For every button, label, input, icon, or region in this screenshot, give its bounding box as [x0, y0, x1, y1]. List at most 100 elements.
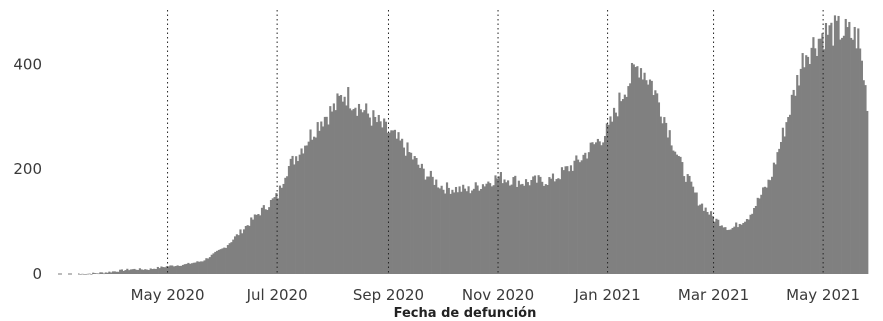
- daily-bar: [708, 214, 711, 274]
- daily-bar: [327, 124, 330, 274]
- daily-bar: [769, 180, 772, 274]
- daily-bar: [165, 266, 168, 274]
- daily-bar: [801, 53, 804, 275]
- daily-bar: [212, 253, 215, 274]
- daily-bar: [494, 175, 497, 274]
- daily-bar: [616, 116, 619, 274]
- daily-bar: [225, 247, 228, 274]
- daily-bar: [508, 185, 511, 274]
- daily-bar: [300, 148, 303, 274]
- daily-bar: [796, 75, 799, 274]
- daily-bar: [133, 268, 136, 274]
- daily-bar: [794, 95, 797, 274]
- daily-bar: [203, 260, 206, 274]
- daily-bar: [113, 271, 116, 274]
- daily-bar: [198, 261, 201, 274]
- daily-bar: [605, 123, 608, 274]
- daily-bar: [449, 193, 452, 274]
- daily-bar: [185, 263, 188, 274]
- daily-bar: [553, 181, 556, 274]
- daily-bar: [539, 176, 542, 274]
- daily-bar: [361, 112, 364, 274]
- daily-bar: [740, 224, 743, 274]
- daily-bar: [614, 112, 617, 274]
- daily-bar: [399, 140, 402, 274]
- daily-bar: [463, 188, 467, 274]
- daily-bar: [481, 184, 485, 274]
- daily-bar: [537, 175, 540, 274]
- daily-bar: [413, 156, 416, 274]
- daily-bar: [149, 268, 152, 274]
- daily-bar: [736, 227, 740, 274]
- daily-bar: [311, 139, 314, 274]
- daily-bar: [427, 176, 431, 274]
- daily-bar: [289, 158, 292, 274]
- daily-bar: [248, 225, 251, 274]
- daily-bar: [706, 211, 709, 274]
- daily-bar: [672, 150, 675, 274]
- daily-bar: [568, 171, 571, 274]
- daily-bar: [586, 158, 589, 274]
- daily-bar: [341, 101, 344, 274]
- daily-bar: [84, 274, 88, 275]
- daily-bar: [207, 258, 210, 274]
- daily-bar: [526, 182, 529, 274]
- daily-bar: [374, 116, 377, 275]
- daily-bar: [749, 214, 752, 274]
- daily-bar: [429, 170, 432, 274]
- daily-bar: [325, 116, 328, 274]
- daily-bar: [235, 234, 238, 274]
- daily-bar: [600, 145, 603, 274]
- daily-bar: [844, 18, 847, 275]
- daily-bar: [578, 162, 582, 274]
- daily-bar: [147, 270, 150, 274]
- daily-bar: [343, 96, 346, 274]
- daily-bar: [392, 130, 395, 274]
- daily-bar: [110, 272, 113, 274]
- daily-bar: [532, 176, 535, 274]
- daily-bar: [805, 55, 808, 275]
- daily-bar: [388, 132, 391, 274]
- daily-bar: [411, 159, 414, 274]
- daily-bar: [751, 213, 754, 274]
- daily-bar: [729, 229, 732, 274]
- daily-bar: [790, 94, 793, 274]
- daily-bar: [787, 117, 790, 275]
- daily-bar: [551, 173, 555, 274]
- daily-bar: [350, 110, 353, 274]
- daily-bar: [255, 214, 258, 274]
- daily-bar: [550, 178, 553, 274]
- daily-bar: [104, 272, 107, 274]
- daily-bar: [841, 37, 844, 274]
- daily-bar: [742, 222, 745, 274]
- daily-bar: [648, 79, 652, 274]
- daily-bar: [659, 116, 662, 274]
- daily-bar: [174, 266, 177, 274]
- daily-bar: [81, 273, 84, 275]
- daily-bar: [444, 193, 447, 274]
- daily-bar: [514, 175, 517, 274]
- daily-bar: [472, 188, 476, 274]
- daily-bar: [645, 80, 648, 275]
- daily-bar: [451, 189, 454, 274]
- daily-bar: [848, 21, 851, 274]
- daily-bar: [697, 205, 700, 274]
- daily-bar: [406, 142, 409, 274]
- daily-bar: [498, 176, 501, 274]
- daily-bar: [251, 219, 255, 274]
- x-tick-label: Nov 2020: [462, 286, 534, 304]
- daily-bar: [462, 184, 465, 274]
- daily-bar: [627, 86, 630, 274]
- daily-bar: [582, 154, 585, 274]
- daily-bar: [90, 274, 93, 275]
- daily-bar: [797, 85, 801, 274]
- daily-bar: [641, 79, 644, 274]
- daily-bar: [120, 269, 124, 274]
- daily-bar: [246, 225, 249, 274]
- daily-bar: [156, 266, 159, 274]
- daily-bar: [713, 221, 716, 274]
- daily-bar: [780, 141, 783, 274]
- daily-bar: [499, 172, 502, 274]
- daily-bar: [839, 39, 842, 275]
- x-axis-title: Fecha de defunción: [394, 306, 537, 321]
